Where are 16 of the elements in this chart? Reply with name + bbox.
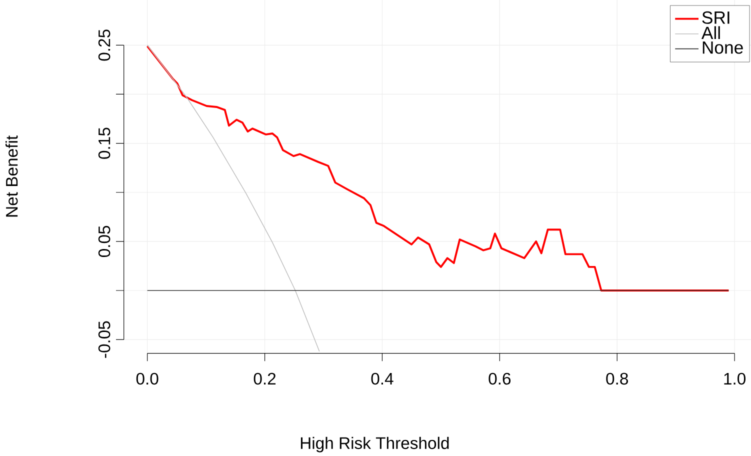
x-tick-label: 0.8	[606, 372, 628, 384]
legend-label: None	[702, 41, 743, 54]
x-tick-label: 1.0	[724, 372, 746, 384]
x-tick-label: 0.0	[136, 372, 158, 384]
legend-label: All	[701, 26, 720, 39]
y-tick-label: 0.05	[98, 226, 110, 257]
legend-label: SRI	[702, 11, 730, 24]
x-tick-label: 0.2	[254, 372, 276, 384]
y-tick-label: 0.25	[98, 29, 110, 61]
x-tick-label: 0.4	[371, 372, 394, 384]
line-series	[146, 44, 320, 352]
y-axis-title: Net Benefit	[5, 135, 18, 216]
x-tick-label: 0.6	[488, 372, 511, 384]
y-tick-label: 0.15	[98, 128, 110, 159]
x-axis-title: High Risk Threshold	[300, 436, 449, 452]
y-tick-label: -0.05	[98, 321, 110, 358]
